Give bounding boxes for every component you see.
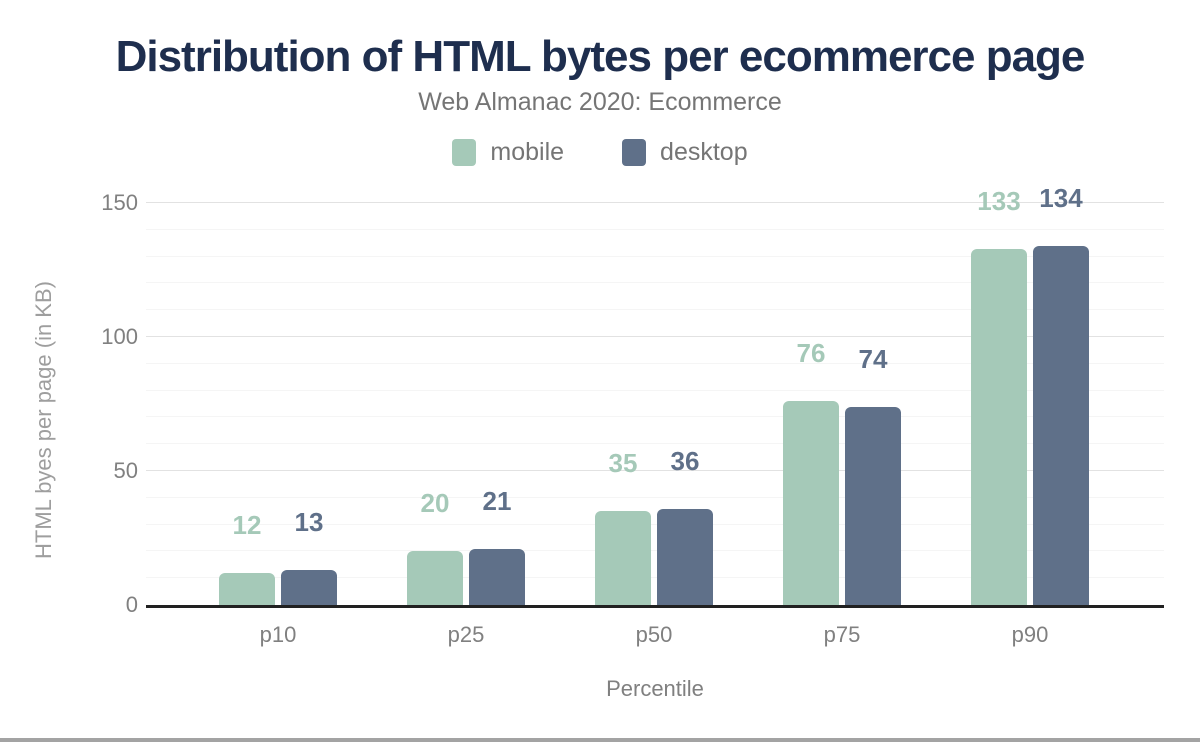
chart-subtitle: Web Almanac 2020: Ecommerce <box>418 88 782 116</box>
minor-gridline <box>146 282 1164 284</box>
bar-value-mobile-p10: 12 <box>232 509 262 540</box>
desktop-series-swatch <box>622 139 647 166</box>
x-tick-label: p25 <box>447 622 485 647</box>
x-tick-label: p90 <box>1011 622 1049 647</box>
bar-value-desktop-p25: 21 <box>482 485 512 516</box>
bar-mobile-p10[interactable] <box>219 572 275 605</box>
bottom-border <box>0 738 1200 742</box>
minor-gridline <box>146 255 1164 257</box>
y-axis-title: HTML byes per page (in KB) <box>31 281 56 559</box>
legend-item-mobile[interactable]: mobile <box>452 138 564 167</box>
minor-gridline <box>146 228 1164 230</box>
bar-value-mobile-p90: 133 <box>977 185 1021 216</box>
x-tick-label: p10 <box>259 622 297 647</box>
minor-gridline <box>146 550 1164 552</box>
legend-label-mobile: mobile <box>490 138 565 166</box>
bar-mobile-p25[interactable] <box>407 551 463 605</box>
legend-item-desktop[interactable]: desktop <box>622 138 748 167</box>
bar-desktop-p10[interactable] <box>281 570 337 605</box>
minor-gridline <box>146 577 1164 579</box>
minor-gridline <box>146 362 1164 364</box>
y-tick-label: 100 <box>101 324 138 349</box>
bar-value-mobile-p50: 35 <box>608 448 638 479</box>
x-axis-title: Percentile <box>606 676 704 701</box>
minor-gridline <box>146 416 1164 418</box>
bar-value-desktop-p90: 134 <box>1039 182 1083 213</box>
minor-gridline <box>146 443 1164 445</box>
x-axis-line <box>146 605 1164 608</box>
bar-desktop-p50[interactable] <box>657 508 713 605</box>
major-gridline <box>146 202 1164 203</box>
bar-desktop-p90[interactable] <box>1033 245 1089 605</box>
bar-value-desktop-p75: 74 <box>858 343 888 374</box>
minor-gridline <box>146 496 1164 498</box>
bar-value-mobile-p25: 20 <box>420 488 450 519</box>
minor-gridline <box>146 389 1164 391</box>
y-tick-label: 50 <box>113 458 138 483</box>
x-tick-label: p75 <box>823 622 861 647</box>
major-gridline <box>146 470 1164 471</box>
y-tick-label: 0 <box>125 592 138 617</box>
bar-mobile-p90[interactable] <box>971 248 1027 605</box>
bar-mobile-p50[interactable] <box>595 511 651 605</box>
bar-desktop-p25[interactable] <box>469 548 525 605</box>
bar-mobile-p75[interactable] <box>783 401 839 605</box>
bar-value-desktop-p50: 36 <box>670 445 700 476</box>
x-tick-label: p50 <box>635 622 673 647</box>
minor-gridline <box>146 309 1164 311</box>
bar-value-mobile-p75: 76 <box>796 338 826 369</box>
bar-value-desktop-p10: 13 <box>294 507 324 538</box>
legend: mobile desktop <box>0 138 1200 167</box>
bar-desktop-p75[interactable] <box>845 406 901 605</box>
major-gridline <box>146 336 1164 337</box>
minor-gridline <box>146 523 1164 525</box>
mobile-series-swatch <box>452 139 477 166</box>
y-tick-label: 150 <box>101 190 138 215</box>
chart-title: Distribution of HTML bytes per ecommerce… <box>115 32 1086 81</box>
legend-label-desktop: desktop <box>660 138 748 166</box>
